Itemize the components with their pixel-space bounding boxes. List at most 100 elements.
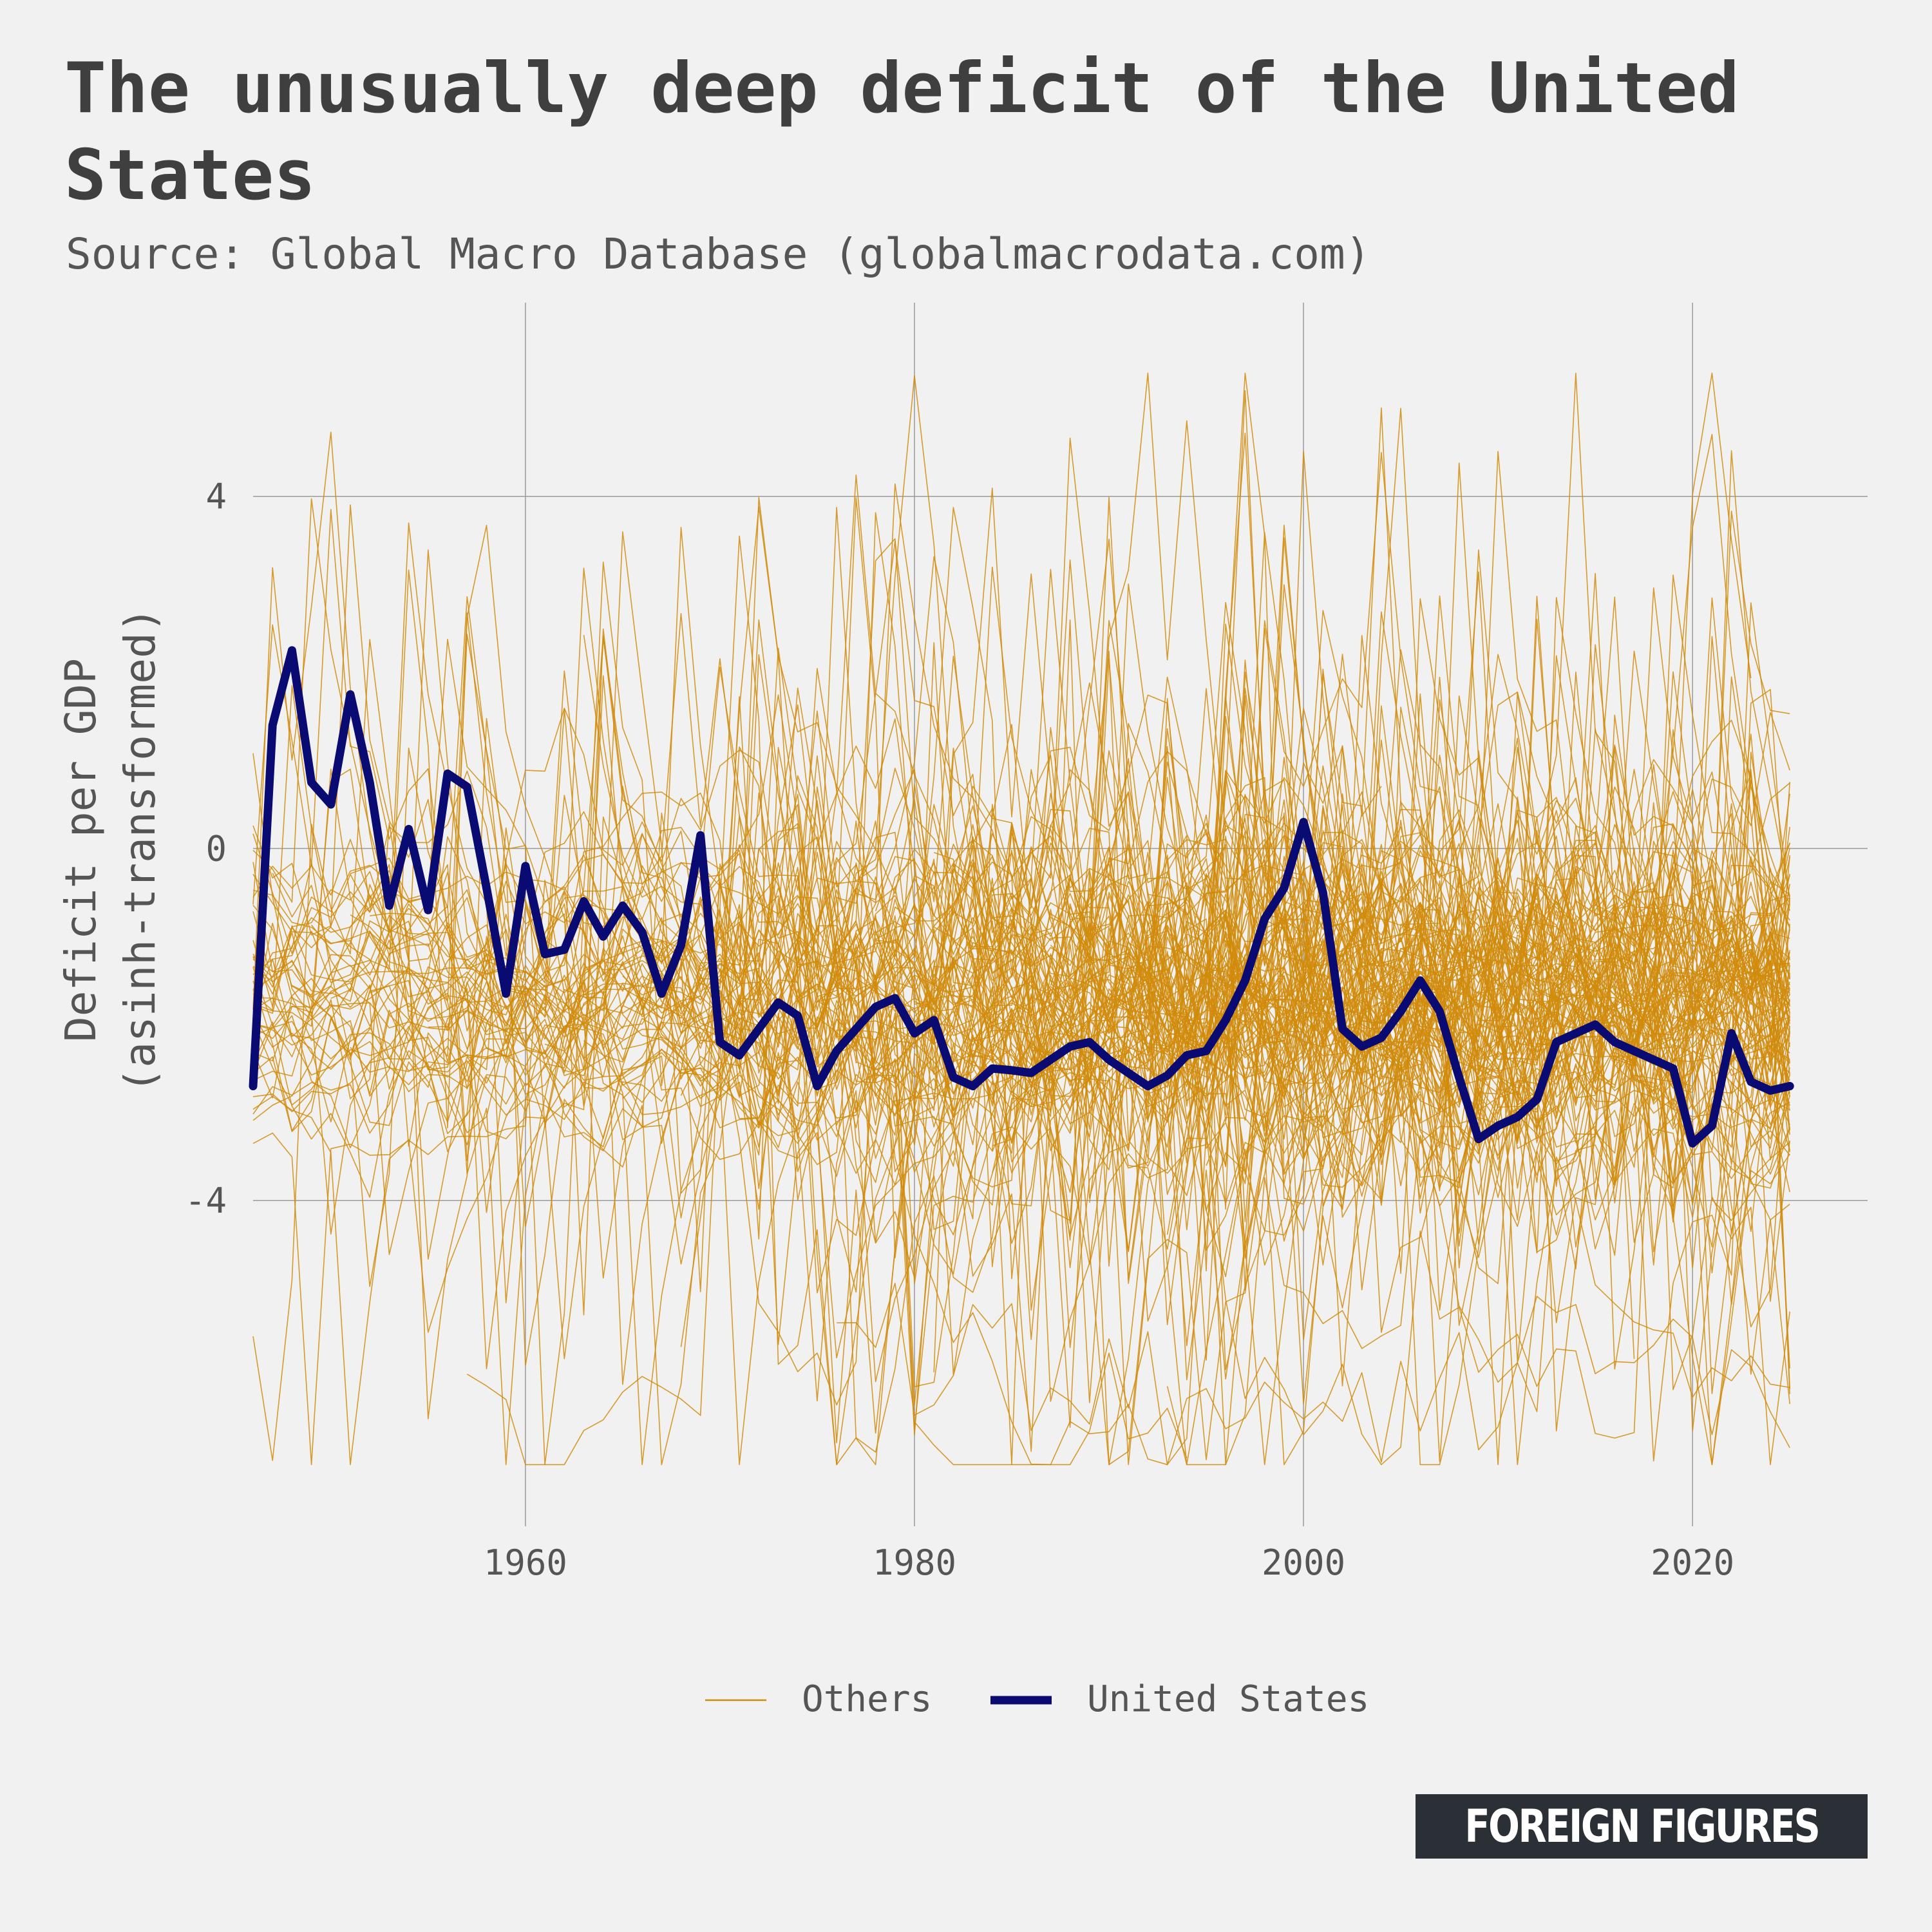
others-line-60 xyxy=(817,996,1168,1091)
others-line-117 xyxy=(1244,998,1790,1096)
united-states-point-1953 xyxy=(388,905,390,906)
united-states-point-2019 xyxy=(1672,1068,1674,1069)
united-states-point-2023 xyxy=(1750,1081,1752,1083)
others-line-135 xyxy=(933,620,1382,1094)
x-tick-label-1960: 1960 xyxy=(484,1542,567,1583)
united-states-point-2024 xyxy=(1770,1090,1771,1091)
y-tick-label-2: -4 xyxy=(185,1180,227,1221)
x-tick-label-2020: 2020 xyxy=(1651,1542,1734,1583)
others-line-10 xyxy=(1128,833,1790,1146)
united-states-point-2020 xyxy=(1692,1142,1693,1144)
others-line-24 xyxy=(252,931,1790,1173)
others-line-26 xyxy=(252,936,1168,1148)
united-states-point-2015 xyxy=(1595,1024,1596,1025)
united-states-point-1995 xyxy=(1206,1050,1207,1052)
chart-title: The unusually deep deficit of the United… xyxy=(64,48,1739,216)
united-states-point-1993 xyxy=(1167,1075,1168,1076)
y-tick-label-1: 0 xyxy=(205,828,227,869)
united-states-point-2006 xyxy=(1419,980,1421,981)
united-states-point-2007 xyxy=(1439,1010,1440,1012)
y-axis-label-line2: (asinh-transformed) xyxy=(115,607,165,1094)
united-states-point-1989 xyxy=(1089,1041,1090,1043)
others-line-73 xyxy=(252,538,1790,1266)
united-states-point-1951 xyxy=(350,694,351,695)
others-line-124 xyxy=(252,507,1790,1466)
others-line-106 xyxy=(1206,985,1790,1227)
united-states-point-1963 xyxy=(583,901,584,902)
others-line-68 xyxy=(1167,843,1790,1030)
united-states-point-1969 xyxy=(700,835,701,836)
united-states-point-1966 xyxy=(641,931,643,933)
others-line-21 xyxy=(370,483,1790,1213)
others-line-122 xyxy=(914,745,1401,1403)
others-line-137 xyxy=(1069,924,1790,1220)
others-line-128 xyxy=(252,692,1790,1108)
others-line-79 xyxy=(1186,688,1790,1466)
united-states-point-1950 xyxy=(330,804,332,805)
others-line-71 xyxy=(252,755,1790,1126)
others-line-120 xyxy=(466,873,1790,1466)
united-states-point-1991 xyxy=(1128,1072,1129,1074)
others-line-116 xyxy=(680,985,1790,1157)
others-line-144 xyxy=(252,535,1790,1466)
y-axis-label: Deficit per GDP xyxy=(56,658,106,1042)
others-line-141 xyxy=(914,1352,1188,1466)
legend-others-label: Others xyxy=(802,1678,932,1720)
united-states-point-1980 xyxy=(914,1033,915,1034)
others-line-2 xyxy=(544,975,1790,1168)
x-tick-label-1980: 1980 xyxy=(873,1542,956,1583)
united-states-point-2013 xyxy=(1556,1041,1557,1043)
axis-labels: 1960 1980 2000 2020 4 0 -4 Deficit per GDP (asin… xyxy=(56,477,1734,1583)
united-states-point-1962 xyxy=(564,949,565,951)
united-states-point-1971 xyxy=(739,1055,740,1056)
others-line-140 xyxy=(1030,971,1265,1069)
others-line-131 xyxy=(1166,1135,1790,1466)
united-states-point-1957 xyxy=(466,786,468,788)
others-series-lines xyxy=(252,372,1790,1466)
others-line-126 xyxy=(836,744,1790,1144)
chart-subtitle: Source: Global Macro Database (globalmac… xyxy=(66,229,1371,279)
others-line-108 xyxy=(797,871,1790,1021)
united-states-point-1977 xyxy=(855,1028,857,1030)
united-states-point-1987 xyxy=(1050,1059,1051,1060)
others-line-101 xyxy=(252,372,1790,1394)
united-states-point-1973 xyxy=(778,1002,779,1003)
united-states-point-1994 xyxy=(1186,1055,1188,1056)
others-line-102 xyxy=(252,522,1790,1305)
united-states-point-2022 xyxy=(1731,1033,1732,1034)
united-states-point-2003 xyxy=(1361,1046,1363,1047)
united-states-point-1970 xyxy=(719,1041,721,1043)
others-line-47 xyxy=(992,390,1790,1428)
united-states-point-2002 xyxy=(1342,1028,1343,1030)
others-line-145 xyxy=(252,619,1790,1466)
others-line-96 xyxy=(837,1282,1790,1466)
united-states-point-2018 xyxy=(1653,1059,1654,1060)
united-states-series xyxy=(249,646,1794,1148)
legend: Others United States xyxy=(705,1678,1369,1720)
others-line-114 xyxy=(1148,372,1752,1269)
others-line-119 xyxy=(252,929,1557,1113)
others-line-146 xyxy=(622,940,1790,1128)
others-line-35 xyxy=(544,450,1790,1316)
others-line-11 xyxy=(350,805,1790,951)
legend-us-label: United States xyxy=(1087,1678,1369,1720)
others-line-22 xyxy=(972,952,1790,1069)
others-line-125 xyxy=(310,524,1790,1363)
others-line-132 xyxy=(252,372,1790,1131)
united-states-point-1947 xyxy=(272,724,273,726)
foreign-figures-logo: FOREIGN FIGURES xyxy=(1416,1794,1868,1859)
grid-lines xyxy=(253,303,1868,1526)
y-tick-label-0: 4 xyxy=(205,477,227,517)
united-states-line xyxy=(249,646,1794,1148)
united-states-point-1986 xyxy=(1030,1072,1032,1074)
others-line-80 xyxy=(1070,574,1790,1325)
others-line-52 xyxy=(252,768,1790,1061)
others-line-107 xyxy=(252,596,1518,1466)
others-line-23 xyxy=(252,650,1790,1466)
united-states-point-1990 xyxy=(1108,1059,1110,1060)
others-line-149 xyxy=(252,704,1790,1256)
united-states-point-2014 xyxy=(1575,1033,1577,1034)
united-states-point-1998 xyxy=(1264,918,1265,920)
united-states-point-1949 xyxy=(311,782,312,783)
